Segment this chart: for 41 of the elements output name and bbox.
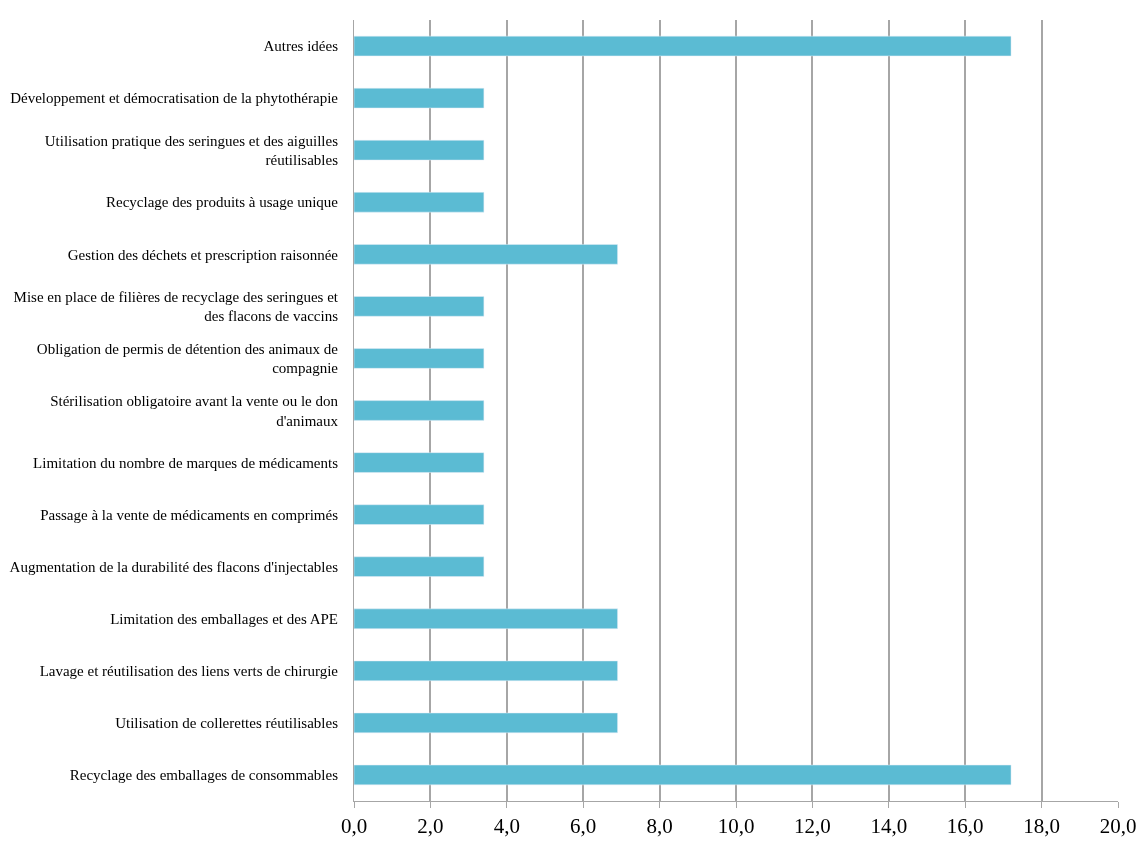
- bar: [354, 764, 1012, 786]
- bar: [354, 35, 1012, 57]
- y-tick-label: Développement et démocratisation de la phytothérapie: [10, 90, 339, 107]
- bar: [354, 660, 618, 681]
- y-tick-label: Limitation des emballages et des APE: [110, 611, 338, 628]
- y-tick-label: Mise en place de filières de recyclage des seringues et des flacons de vaccins: [13, 288, 339, 325]
- bar: [354, 556, 485, 577]
- bar: [354, 87, 485, 109]
- x-tick-label: 16,0: [946, 814, 984, 839]
- bar: [354, 296, 485, 317]
- y-tick-label: Utilisation de collerettes réutilisables: [115, 715, 339, 732]
- bar: [354, 244, 618, 265]
- bar: [354, 400, 485, 421]
- bar: [354, 712, 618, 734]
- x-tick-label: 14,0: [870, 814, 908, 839]
- y-tick-label: Gestion des déchets et prescription raisonnée: [67, 246, 339, 263]
- x-tick-label: 2,0: [417, 814, 444, 839]
- y-tick-label: Passage à la vente de médicaments en comprimés: [40, 506, 339, 523]
- y-tick-label: Recyclage des produits à usage unique: [105, 194, 339, 211]
- bar: [354, 452, 485, 473]
- bar: [354, 504, 485, 525]
- y-tick-label: Stérilisation obligatoire avant la vente ou le don d'animaux: [50, 393, 339, 429]
- y-tick-label: Limitation du nombre de marques de médicaments: [33, 454, 339, 471]
- bar: [354, 140, 485, 161]
- y-tick-label: Lavage et réutilisation des liens verts de chirurgie: [39, 663, 339, 680]
- y-tick-label: Autres idées: [263, 38, 339, 55]
- x-tick-label: 0,0: [340, 814, 368, 839]
- y-tick-label: Augmentation de la durabilité des flacons d'injectables: [9, 558, 339, 575]
- y-tick-label: Utilisation pratique des seringues et des aiguilles réutilisables: [44, 132, 339, 169]
- x-tick-label: 6,0: [570, 814, 597, 839]
- x-tick-label: 12,0: [794, 814, 831, 839]
- x-tick-label: 10,0: [717, 814, 755, 839]
- x-tick-label: 20,0: [1099, 814, 1137, 839]
- x-tick-label: 4,0: [493, 814, 520, 839]
- bar: [354, 348, 485, 369]
- bar: [354, 192, 485, 213]
- bar: [354, 608, 618, 629]
- y-tick-label: Obligation de permis de détention des animaux de compagnie: [36, 340, 339, 377]
- y-tick-label: Recyclage des emballages de consommables: [69, 767, 339, 784]
- x-tick-label: 18,0: [1023, 814, 1060, 839]
- x-tick-label: 8,0: [646, 814, 673, 839]
